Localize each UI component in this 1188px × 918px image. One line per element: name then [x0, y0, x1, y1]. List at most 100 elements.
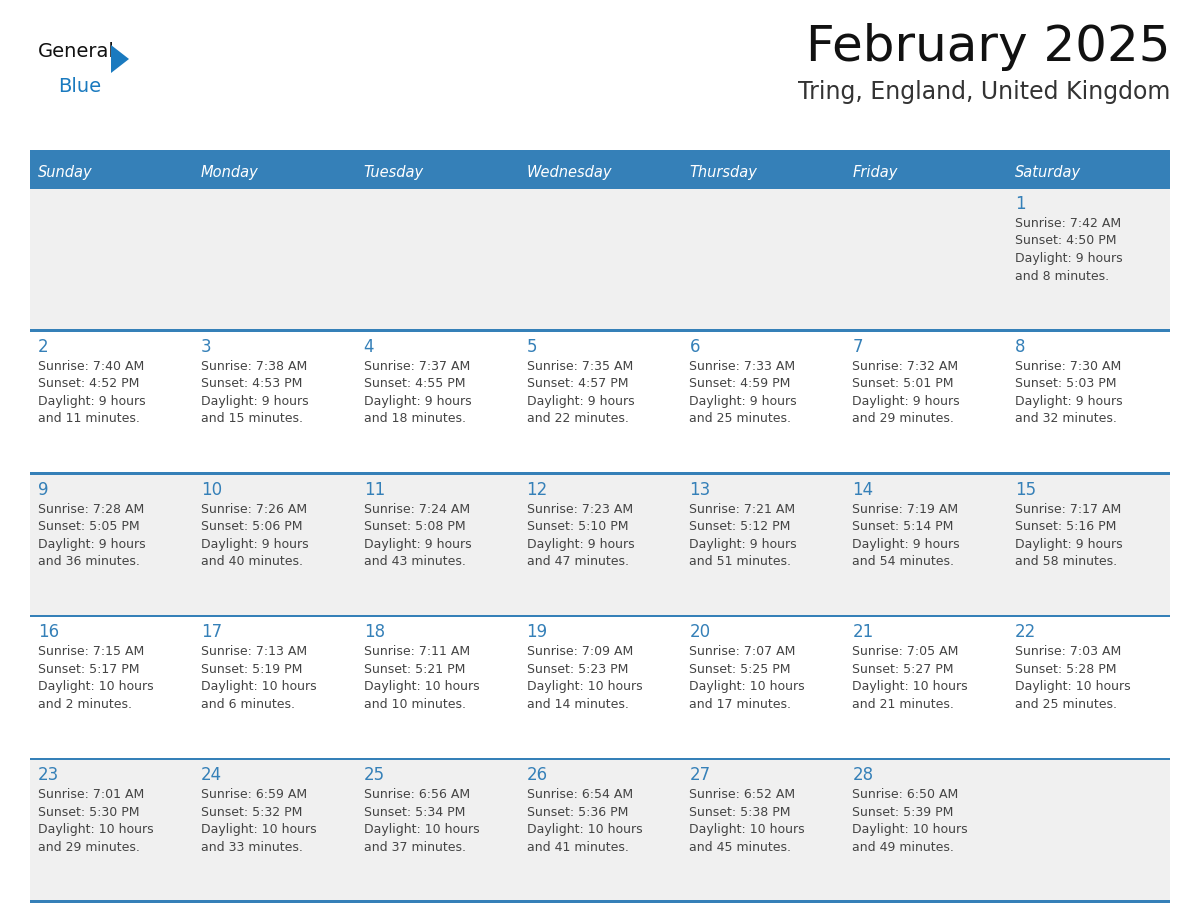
Text: General: General: [38, 42, 115, 61]
Bar: [682, 155, 845, 189]
Text: Sunrise: 7:32 AM: Sunrise: 7:32 AM: [852, 360, 959, 373]
Text: Sunset: 5:06 PM: Sunset: 5:06 PM: [201, 521, 303, 533]
Text: Daylight: 10 hours: Daylight: 10 hours: [364, 823, 479, 836]
Text: 15: 15: [1015, 481, 1036, 498]
Text: Sunrise: 7:33 AM: Sunrise: 7:33 AM: [689, 360, 796, 373]
Text: Daylight: 10 hours: Daylight: 10 hours: [852, 680, 968, 693]
Text: Sunrise: 7:23 AM: Sunrise: 7:23 AM: [526, 502, 633, 516]
Text: and 21 minutes.: and 21 minutes.: [852, 698, 954, 711]
Bar: [845, 618, 1007, 760]
Text: 16: 16: [38, 623, 59, 642]
Bar: [845, 155, 1007, 189]
Text: and 25 minutes.: and 25 minutes.: [689, 412, 791, 425]
Text: Sunrise: 7:40 AM: Sunrise: 7:40 AM: [38, 360, 144, 373]
Text: and 10 minutes.: and 10 minutes.: [364, 698, 466, 711]
Text: Blue: Blue: [58, 77, 101, 96]
Text: Daylight: 10 hours: Daylight: 10 hours: [38, 823, 153, 836]
Text: Daylight: 9 hours: Daylight: 9 hours: [364, 395, 472, 408]
Text: Sunrise: 7:19 AM: Sunrise: 7:19 AM: [852, 502, 959, 516]
Text: Sunrise: 7:24 AM: Sunrise: 7:24 AM: [364, 502, 469, 516]
Text: Thursday: Thursday: [689, 164, 757, 180]
Bar: [1007, 475, 1170, 618]
Text: Daylight: 10 hours: Daylight: 10 hours: [526, 680, 643, 693]
Bar: [192, 331, 355, 475]
Text: 4: 4: [364, 338, 374, 356]
Bar: [355, 155, 519, 189]
Bar: [1007, 618, 1170, 760]
Bar: [682, 331, 845, 475]
Text: Sunday: Sunday: [38, 164, 93, 180]
Bar: [192, 475, 355, 618]
Text: 21: 21: [852, 623, 873, 642]
Text: 24: 24: [201, 767, 222, 784]
Text: Daylight: 10 hours: Daylight: 10 hours: [852, 823, 968, 836]
Text: Sunrise: 6:56 AM: Sunrise: 6:56 AM: [364, 789, 469, 801]
Text: Sunset: 4:50 PM: Sunset: 4:50 PM: [1015, 234, 1117, 248]
Bar: [30, 330, 1170, 331]
Text: Sunrise: 7:38 AM: Sunrise: 7:38 AM: [201, 360, 308, 373]
Bar: [1007, 155, 1170, 189]
Text: and 45 minutes.: and 45 minutes.: [689, 841, 791, 854]
Text: Sunset: 5:08 PM: Sunset: 5:08 PM: [364, 521, 466, 533]
Text: Sunrise: 7:09 AM: Sunrise: 7:09 AM: [526, 645, 633, 658]
Text: and 11 minutes.: and 11 minutes.: [38, 412, 140, 425]
Text: and 47 minutes.: and 47 minutes.: [526, 555, 628, 568]
Text: Sunrise: 6:50 AM: Sunrise: 6:50 AM: [852, 789, 959, 801]
Text: Sunset: 5:10 PM: Sunset: 5:10 PM: [526, 521, 628, 533]
Text: Sunrise: 7:11 AM: Sunrise: 7:11 AM: [364, 645, 469, 658]
Text: Sunset: 5:19 PM: Sunset: 5:19 PM: [201, 663, 302, 676]
Bar: [30, 186, 1170, 189]
Text: and 18 minutes.: and 18 minutes.: [364, 412, 466, 425]
Text: Sunset: 5:39 PM: Sunset: 5:39 PM: [852, 806, 954, 819]
Text: Tuesday: Tuesday: [364, 164, 424, 180]
Text: and 58 minutes.: and 58 minutes.: [1015, 555, 1117, 568]
Bar: [519, 189, 682, 331]
Bar: [1007, 331, 1170, 475]
Text: 6: 6: [689, 338, 700, 356]
Text: Daylight: 9 hours: Daylight: 9 hours: [1015, 395, 1123, 408]
Text: 14: 14: [852, 481, 873, 498]
Bar: [519, 475, 682, 618]
Polygon shape: [110, 45, 129, 73]
Text: Daylight: 9 hours: Daylight: 9 hours: [364, 538, 472, 551]
Text: Daylight: 9 hours: Daylight: 9 hours: [852, 395, 960, 408]
Text: Sunrise: 7:13 AM: Sunrise: 7:13 AM: [201, 645, 307, 658]
Bar: [30, 472, 1170, 475]
Text: Sunset: 5:12 PM: Sunset: 5:12 PM: [689, 521, 791, 533]
Text: Sunrise: 7:28 AM: Sunrise: 7:28 AM: [38, 502, 144, 516]
Text: Daylight: 9 hours: Daylight: 9 hours: [689, 538, 797, 551]
Text: Daylight: 10 hours: Daylight: 10 hours: [526, 823, 643, 836]
Bar: [519, 760, 682, 903]
Text: Sunset: 5:30 PM: Sunset: 5:30 PM: [38, 806, 139, 819]
Text: 28: 28: [852, 767, 873, 784]
Text: Daylight: 9 hours: Daylight: 9 hours: [526, 538, 634, 551]
Text: Sunset: 4:57 PM: Sunset: 4:57 PM: [526, 377, 628, 390]
Text: and 41 minutes.: and 41 minutes.: [526, 841, 628, 854]
Bar: [30, 475, 192, 618]
Text: and 36 minutes.: and 36 minutes.: [38, 555, 140, 568]
Bar: [519, 618, 682, 760]
Bar: [30, 155, 192, 189]
Text: Sunrise: 6:59 AM: Sunrise: 6:59 AM: [201, 789, 307, 801]
Bar: [355, 189, 519, 331]
Text: 20: 20: [689, 623, 710, 642]
Bar: [192, 189, 355, 331]
Bar: [30, 760, 192, 903]
Text: Daylight: 10 hours: Daylight: 10 hours: [1015, 680, 1131, 693]
Bar: [30, 618, 192, 760]
Text: and 14 minutes.: and 14 minutes.: [526, 698, 628, 711]
Bar: [845, 189, 1007, 331]
Text: and 37 minutes.: and 37 minutes.: [364, 841, 466, 854]
Text: Daylight: 10 hours: Daylight: 10 hours: [201, 680, 316, 693]
Bar: [682, 618, 845, 760]
Text: and 17 minutes.: and 17 minutes.: [689, 698, 791, 711]
Text: Sunrise: 7:03 AM: Sunrise: 7:03 AM: [1015, 645, 1121, 658]
Text: Daylight: 10 hours: Daylight: 10 hours: [364, 680, 479, 693]
Text: 11: 11: [364, 481, 385, 498]
Bar: [519, 331, 682, 475]
Text: 22: 22: [1015, 623, 1036, 642]
Bar: [355, 760, 519, 903]
Text: Sunset: 4:55 PM: Sunset: 4:55 PM: [364, 377, 466, 390]
Text: Wednesday: Wednesday: [526, 164, 612, 180]
Bar: [192, 618, 355, 760]
